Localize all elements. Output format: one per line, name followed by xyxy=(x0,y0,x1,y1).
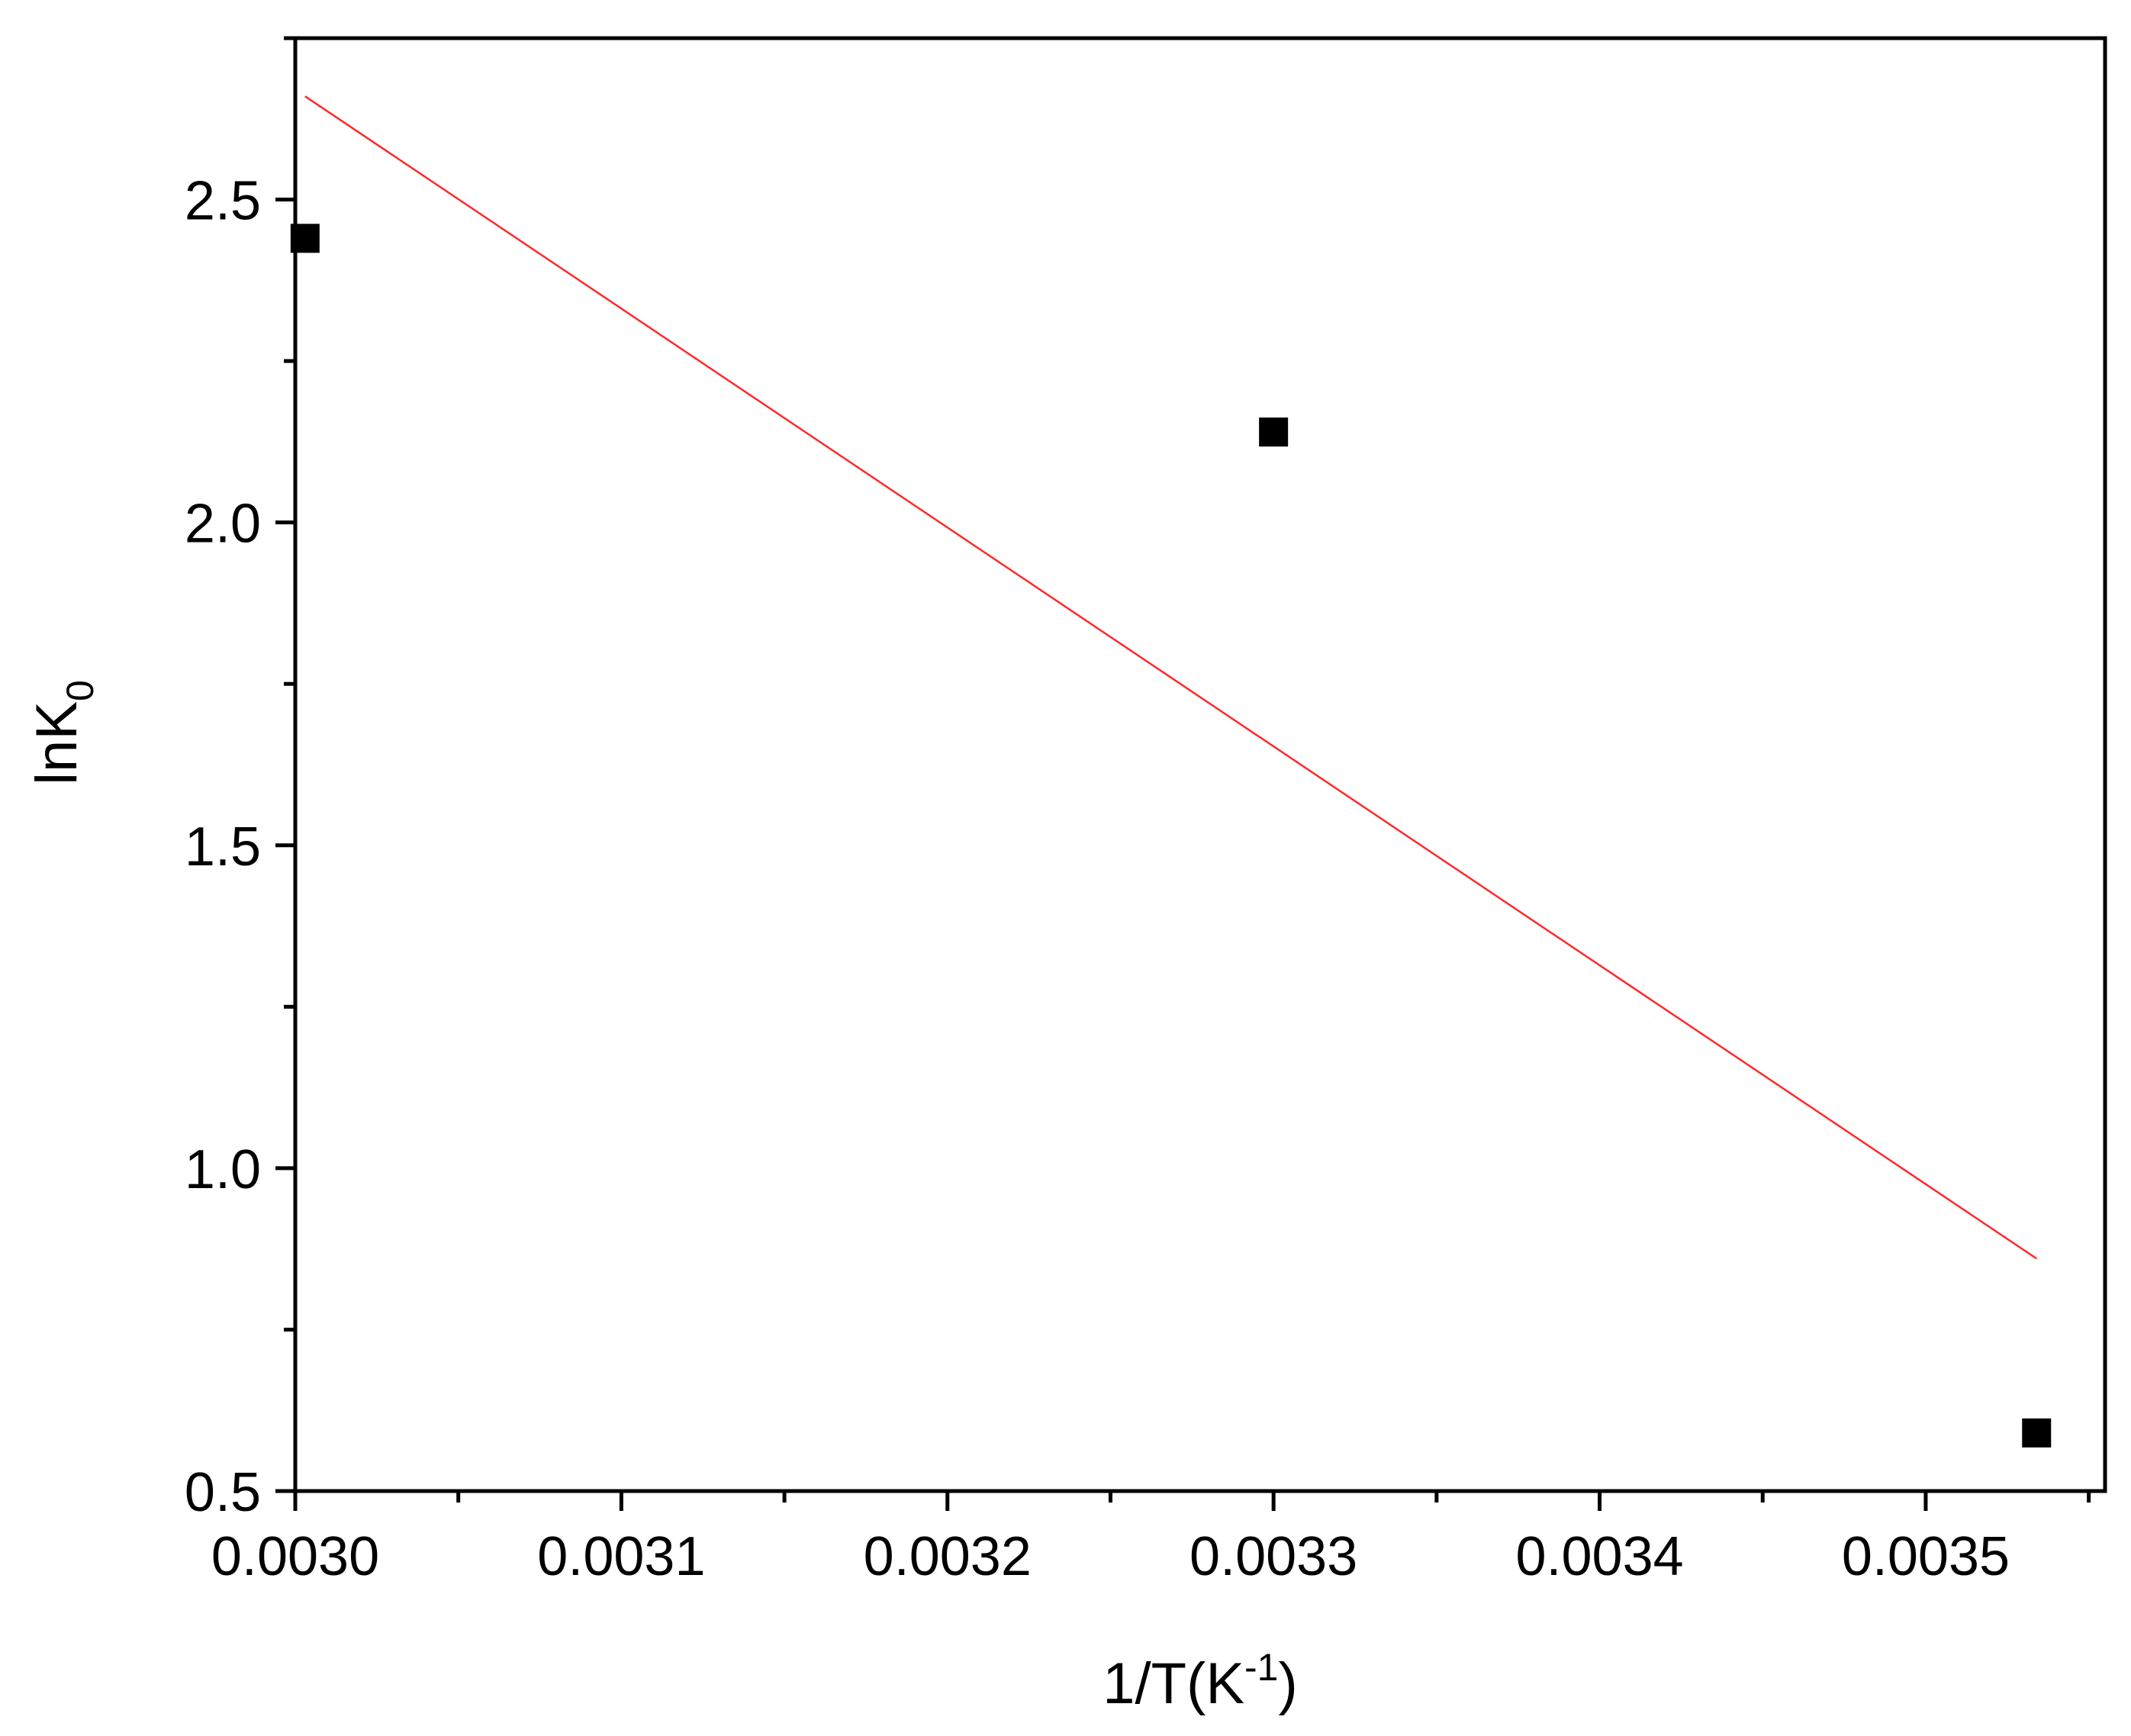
y-tick-label-0: 0.5 xyxy=(185,1462,261,1523)
y-axis-ticks: 0.5 1.0 1.5 2.0 2.5 xyxy=(185,36,295,1523)
x-tick-label-1: 0.0031 xyxy=(537,1526,705,1587)
y-tick-label-1: 1.0 xyxy=(185,1139,261,1200)
fit-line xyxy=(304,95,2037,1260)
series-layer xyxy=(290,95,2052,1448)
data-point-1 xyxy=(1259,417,1289,447)
x-axis-title: 1/T(K-1) xyxy=(1103,1646,1298,1716)
x-tick-label-5: 0.0035 xyxy=(1842,1526,2010,1587)
y-axis-title: lnK0 xyxy=(24,680,101,785)
x-axis-ticks: 0.0030 0.0031 0.0032 0.0033 0.0034 0.0035 xyxy=(211,1491,2091,1587)
plot-frame xyxy=(293,36,2107,1493)
x-tick-label-2: 0.0032 xyxy=(864,1526,1032,1587)
data-point-2 xyxy=(2022,1418,2052,1448)
data-point-0 xyxy=(290,224,320,253)
y-tick-label-2: 1.5 xyxy=(185,816,261,878)
x-tick-label-4: 0.0034 xyxy=(1515,1526,1683,1587)
x-tick-label-0: 0.0030 xyxy=(211,1526,379,1587)
y-tick-label-4: 2.5 xyxy=(185,171,261,232)
y-tick-label-3: 2.0 xyxy=(185,494,261,555)
x-tick-label-3: 0.0033 xyxy=(1189,1526,1357,1587)
